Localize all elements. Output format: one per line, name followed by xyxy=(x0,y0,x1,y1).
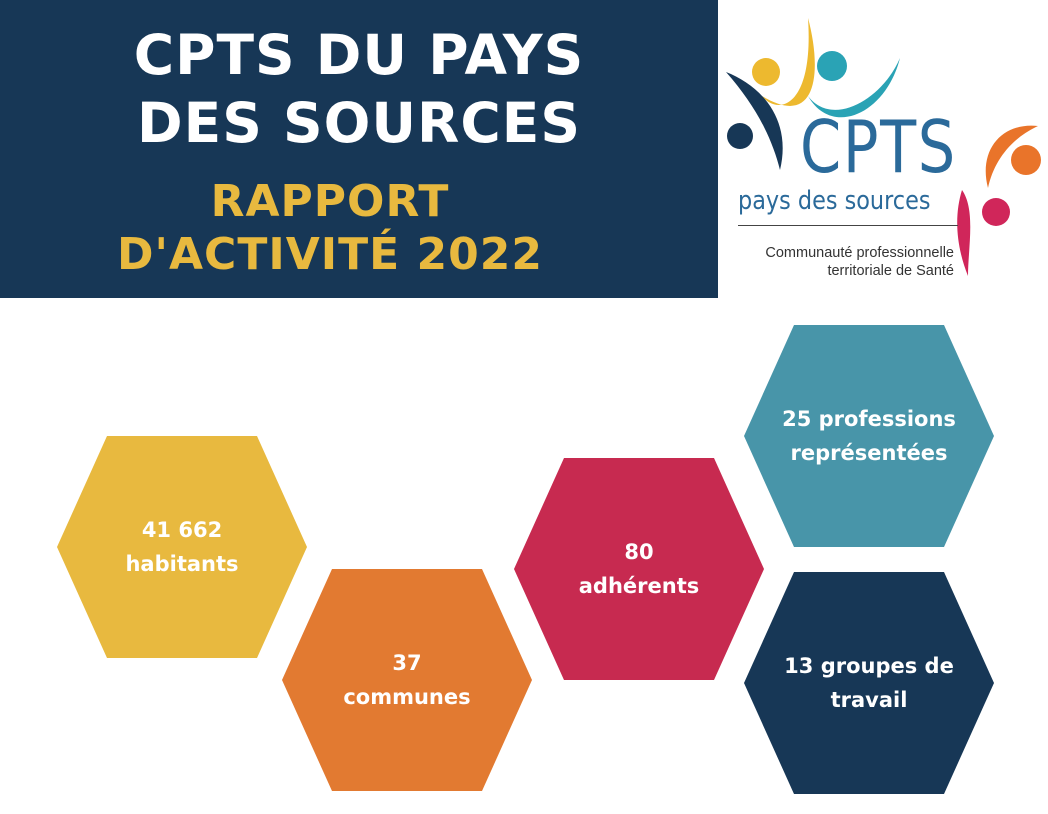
stat-label: travail xyxy=(830,688,908,712)
stat-value: 37 xyxy=(392,651,422,675)
report-subtitle-line-2: D'ACTIVITÉ 2022 xyxy=(117,229,543,280)
stat-label: adhérents xyxy=(578,574,700,598)
stat-hexagon-communes: 37 communes xyxy=(282,569,532,791)
logo-tagline-line-1: Communauté professionnelle xyxy=(765,245,954,261)
logo-wordmark: CPTS xyxy=(800,105,957,189)
page-title-line-1: CPTS DU PAYS xyxy=(133,23,585,87)
stat-hexagon-habitants: 41 662 habitants xyxy=(57,436,307,658)
report-subtitle-line-1: RAPPORT xyxy=(210,176,450,227)
stat-value: 13 groupes de xyxy=(784,654,954,678)
logo-subname: pays des sources xyxy=(738,186,931,216)
cpts-logo-figures-icon xyxy=(726,18,1041,276)
logo-tagline-line-2: territoriale de Santé xyxy=(827,263,954,279)
stat-hexagon-professions: 25 professions représentées xyxy=(744,325,994,547)
stat-hexagon-groupes: 13 groupes de travail xyxy=(744,572,994,794)
stat-label: habitants xyxy=(125,552,239,576)
stat-label: communes xyxy=(343,685,471,709)
stat-label: représentées xyxy=(790,441,948,465)
stat-value: 80 xyxy=(624,540,654,564)
header-banner: CPTS DU PAYS DES SOURCES RAPPORT D'ACTIV… xyxy=(0,0,718,298)
logo-divider xyxy=(738,225,958,226)
stat-hexagon-adherents: 80 adhérents xyxy=(514,458,764,680)
stat-value: 41 662 xyxy=(141,518,223,542)
page-title-line-2: DES SOURCES xyxy=(137,91,581,155)
stat-value: 25 professions xyxy=(782,407,956,431)
